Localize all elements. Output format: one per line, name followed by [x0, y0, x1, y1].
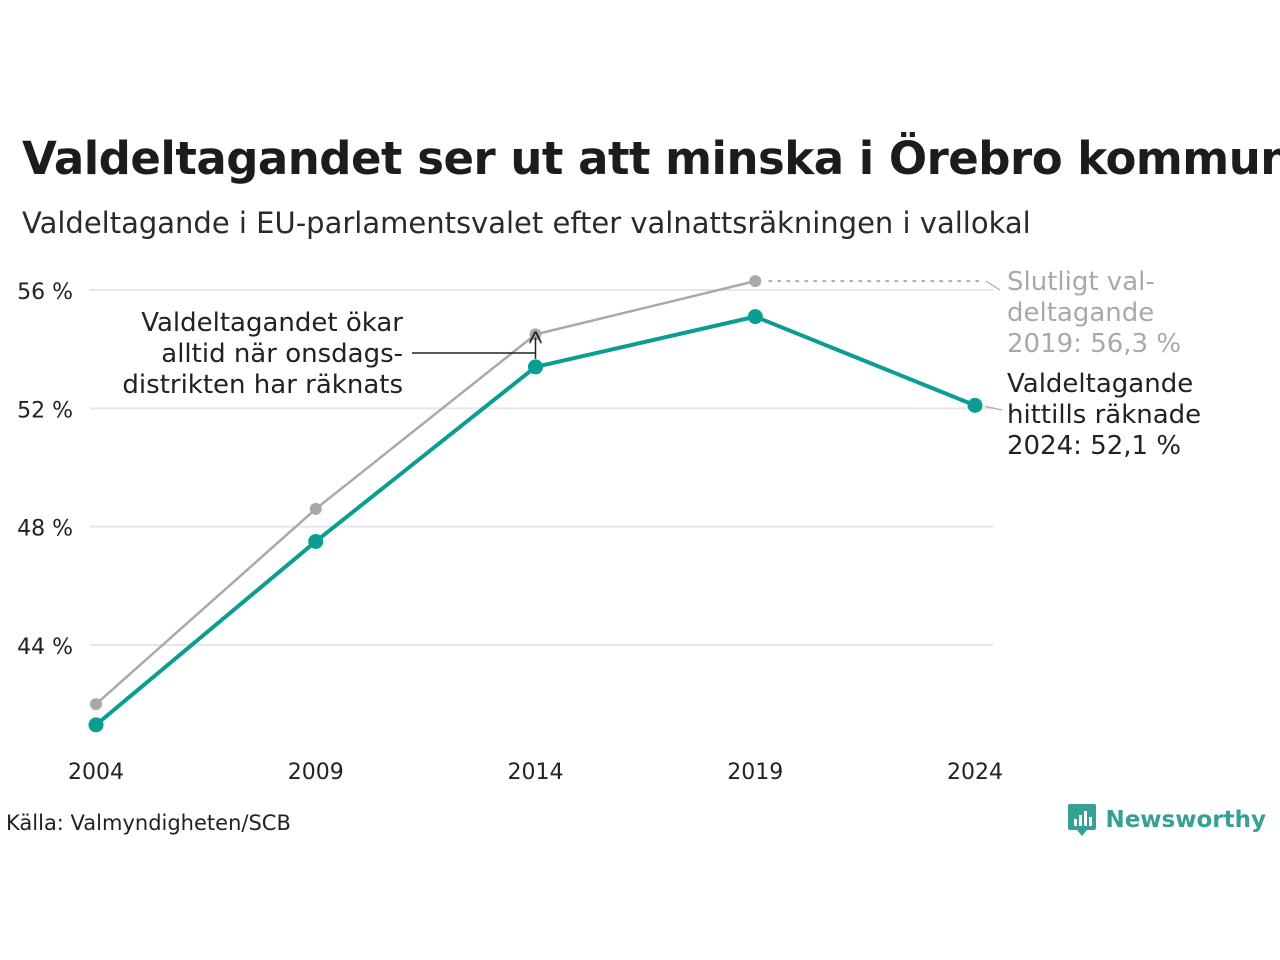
y-tick-label: 52 % — [17, 398, 73, 423]
final-series-label: Slutligt val- — [1007, 267, 1155, 297]
onsdag-annotation: distrikten har räknats — [122, 370, 403, 400]
gridlines — [90, 289, 993, 646]
series-line-final — [95, 279, 756, 706]
final-series-label: deltagande — [1007, 298, 1154, 328]
final-leader-line — [985, 280, 1001, 291]
preliminary-series-label: hittills räknade — [1007, 400, 1201, 430]
brand-logo: Newsworthy — [1067, 803, 1266, 837]
preliminary-leader-line — [984, 405, 1003, 411]
y-axis-ticks: 44 % 48 % 52 % 56 % — [17, 280, 73, 660]
onsdag-annotation: Valdeltagandet ökar — [141, 308, 403, 338]
newsworthy-logo-icon — [1068, 804, 1097, 836]
y-tick-label: 56 % — [17, 280, 73, 305]
source-note: Källa: Valmyndigheten/SCB — [6, 811, 291, 835]
x-axis-ticks: 2004 2009 2014 2019 2024 — [68, 760, 1003, 785]
data-point-preliminary — [88, 717, 104, 733]
data-point-preliminary — [967, 397, 983, 413]
preliminary-series-label: 2024: 52,1 % — [1007, 431, 1181, 461]
y-tick-label: 48 % — [17, 517, 73, 542]
data-point-preliminary — [747, 309, 763, 325]
onsdag-annotation: alltid när onsdags- — [161, 339, 403, 369]
final-series-label: 2019: 56,3 % — [1007, 329, 1181, 359]
preliminary-series-label: Valdeltagande — [1007, 369, 1193, 399]
x-tick-label: 2009 — [288, 760, 344, 785]
x-tick-label: 2024 — [947, 760, 1003, 785]
series-lines — [88, 275, 983, 733]
data-point-preliminary — [308, 533, 324, 549]
chart-subtitle: Valdeltagande i EU-parlamentsvalet efter… — [22, 206, 1031, 240]
y-tick-label: 44 % — [17, 635, 73, 660]
x-tick-label: 2014 — [508, 760, 564, 785]
x-tick-label: 2019 — [727, 760, 783, 785]
data-point-preliminary — [528, 359, 543, 375]
data-point-final — [90, 698, 102, 711]
brand-name: Newsworthy — [1105, 807, 1266, 833]
data-point-final — [309, 502, 322, 515]
chart-title: Valdeltagandet ser ut att minska i Örebr… — [22, 132, 1280, 185]
data-point-final — [749, 275, 762, 288]
x-tick-label: 2004 — [68, 760, 124, 785]
